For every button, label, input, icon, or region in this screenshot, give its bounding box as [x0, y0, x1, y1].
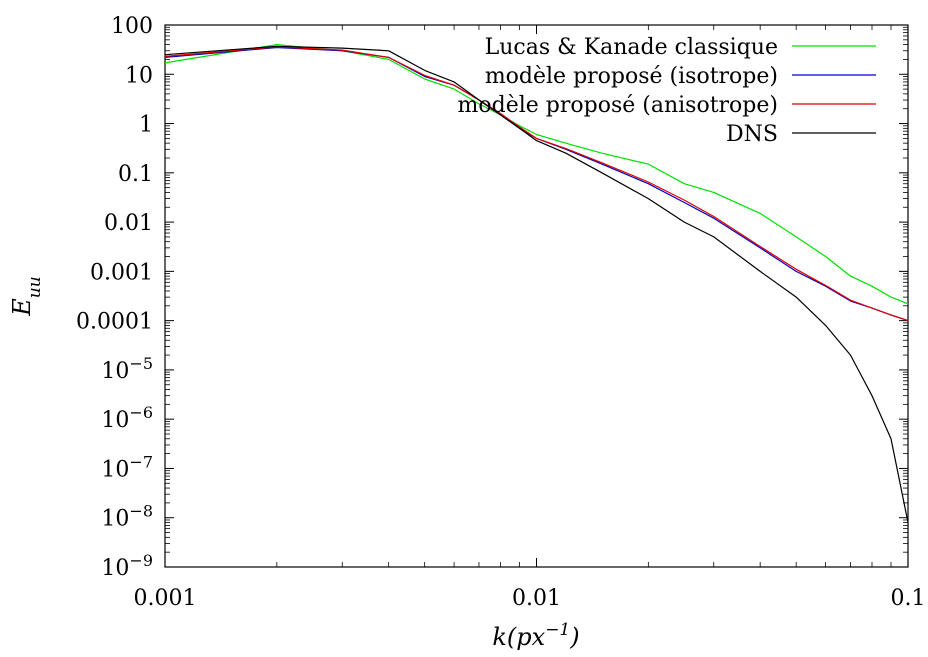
- y-tick-label: 10−7: [101, 452, 153, 483]
- y-tick-label: 0.001: [90, 260, 153, 285]
- series-line-4: [164, 45, 909, 523]
- x-tick-label: 0.01: [512, 586, 561, 611]
- x-axis-label: k(px−1): [492, 620, 579, 651]
- legend: Lucas & Kanade classique modèle proposé (…: [458, 35, 876, 147]
- y-axis-label: Euu: [8, 276, 45, 316]
- legend-label: Lucas & Kanade classique: [485, 35, 778, 60]
- series-layer: [164, 43, 909, 523]
- y-tick-label: 10−8: [101, 501, 153, 532]
- x-tick-label: 0.1: [891, 586, 926, 611]
- axis-ticks: 100 10 1 0.1 0.01 0.001 0.0001 10−5 10−6 10−7 10−8…: [76, 14, 925, 611]
- y-tick-label: 0.1: [118, 162, 153, 187]
- y-tick-label: 1: [139, 113, 153, 138]
- x-tick-label: 0.001: [134, 586, 197, 611]
- y-tick-label: 0.01: [104, 211, 153, 236]
- series-line-3: [164, 46, 909, 322]
- legend-label: modèle proposé (isotrope): [485, 64, 778, 89]
- legend-label: DNS: [726, 122, 778, 147]
- y-tick-label: 10−5: [101, 353, 153, 384]
- y-tick-label: 100: [111, 14, 153, 39]
- y-tick-label: 10: [125, 63, 153, 88]
- legend-label: modèle proposé (anisotrope): [458, 93, 778, 118]
- y-tick-label: 0.0001: [76, 310, 153, 335]
- y-tick-label: 10−6: [101, 403, 153, 434]
- y-tick-label: 10−9: [101, 551, 153, 582]
- series-line-1: [164, 43, 909, 305]
